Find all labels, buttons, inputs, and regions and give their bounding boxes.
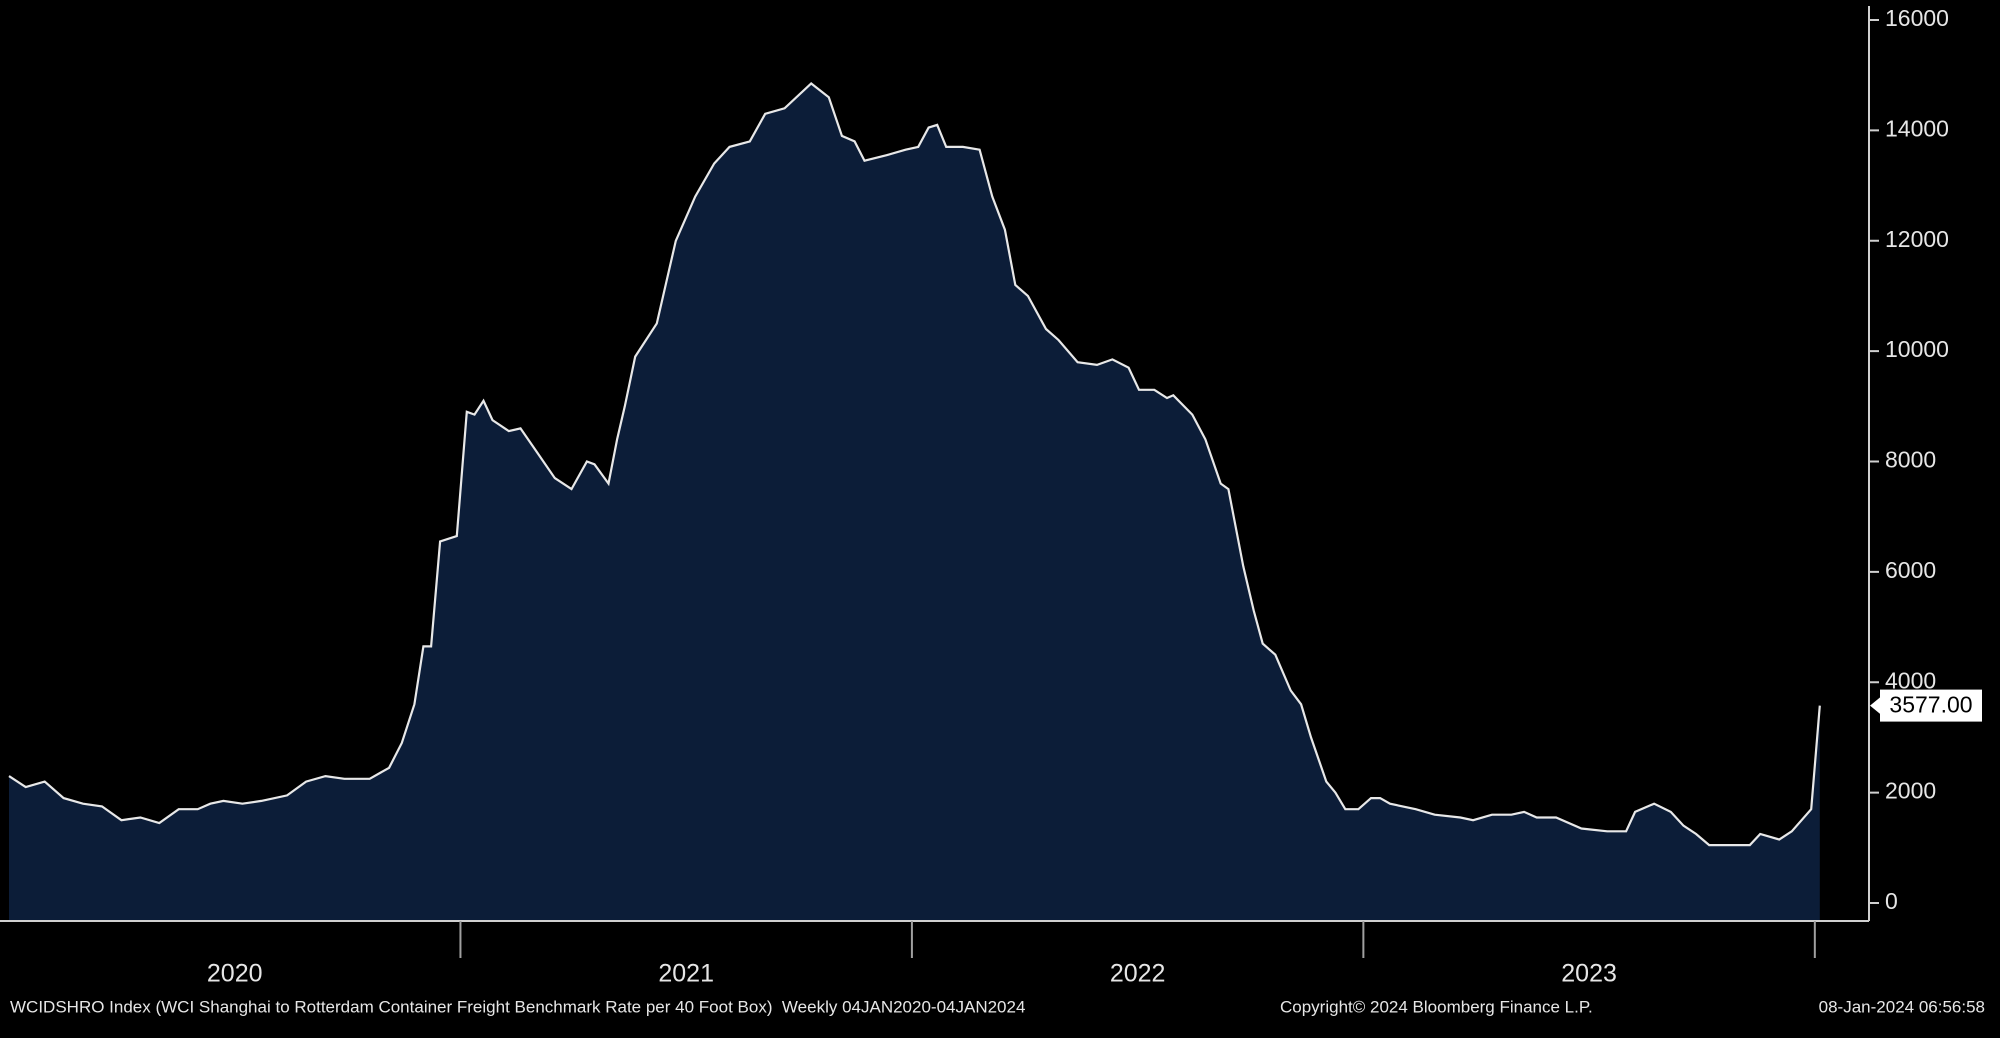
footer-description: WCIDSHRO Index (WCI Shanghai to Rotterda… bbox=[10, 997, 1025, 1016]
footer-timestamp: 08-Jan-2024 06:56:58 bbox=[1819, 997, 1985, 1016]
y-tick-label: 6000 bbox=[1885, 557, 1936, 583]
x-category-label: 2023 bbox=[1561, 960, 1617, 988]
last-value-pointer bbox=[1870, 696, 1881, 715]
x-category-label: 2021 bbox=[658, 960, 714, 988]
y-tick-label: 14000 bbox=[1885, 115, 1949, 141]
footer-copyright: Copyright© 2024 Bloomberg Finance L.P. bbox=[1280, 997, 1593, 1016]
y-tick-label: 10000 bbox=[1885, 336, 1949, 362]
area-line bbox=[8, 82, 1821, 847]
y-tick-label: 4000 bbox=[1885, 667, 1936, 693]
x-category-label: 2020 bbox=[207, 960, 263, 988]
y-tick-label: 12000 bbox=[1885, 226, 1949, 252]
area-fill bbox=[9, 83, 1820, 921]
last-value-label: 3577.00 bbox=[1889, 692, 1972, 718]
y-tick-label: 2000 bbox=[1885, 778, 1936, 804]
last-value-box bbox=[1880, 689, 1982, 722]
y-tick-label: 16000 bbox=[1885, 5, 1949, 31]
y-tick-label: 0 bbox=[1885, 888, 1898, 914]
y-tick-label: 8000 bbox=[1885, 447, 1936, 473]
x-category-label: 2022 bbox=[1110, 960, 1166, 988]
